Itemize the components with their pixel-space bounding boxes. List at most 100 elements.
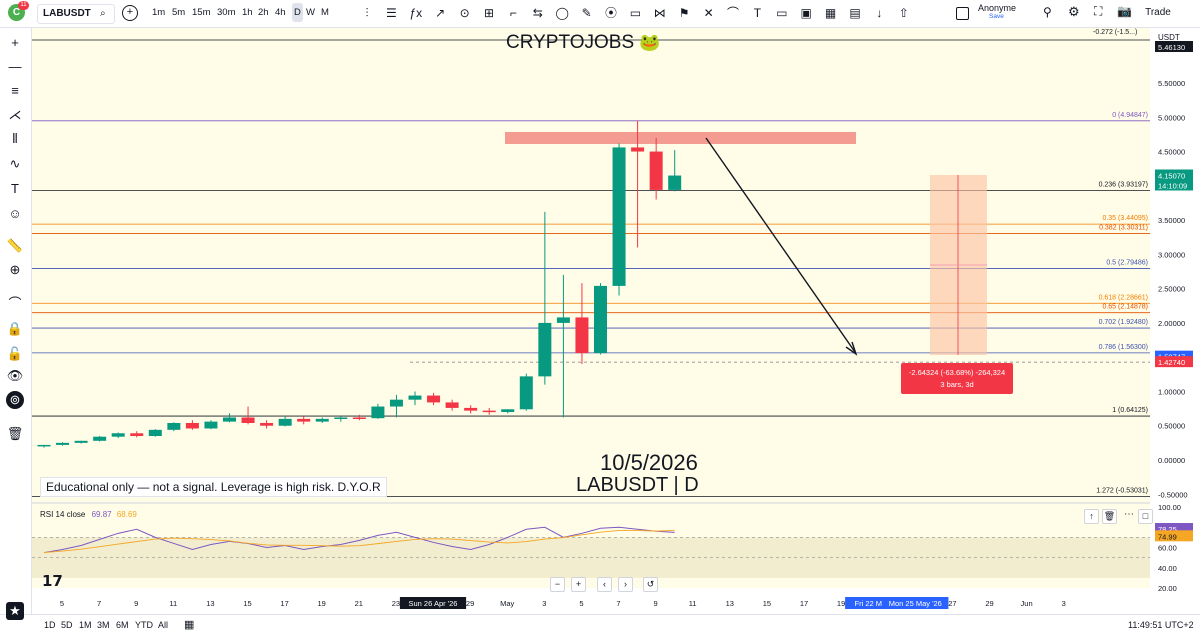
trash-icon[interactable]: 🗑 (6, 426, 24, 441)
ruler-icon[interactable]: 📏 (6, 238, 24, 253)
fib-tool-icon[interactable]: ⫴ (12, 131, 18, 146)
pen-icon[interactable]: ✎ (581, 6, 592, 20)
candle[interactable] (241, 406, 255, 425)
candle[interactable] (204, 420, 218, 430)
curve-icon[interactable]: ⌒ (726, 6, 739, 20)
candle[interactable] (185, 420, 199, 430)
candle[interactable] (93, 436, 107, 442)
measure-box[interactable]: -2.64324 (-63.68%) -264,324 3 bars, 3d (901, 363, 1013, 394)
zoom-in-button[interactable]: + (571, 577, 586, 592)
candle[interactable] (538, 211, 552, 385)
resistance-zone[interactable] (505, 132, 856, 144)
candle[interactable] (464, 405, 478, 414)
candle[interactable] (501, 409, 515, 414)
path-icon[interactable]: ⇆ (532, 6, 543, 20)
symbol-search[interactable]: LABUSDT ⌕ (37, 4, 115, 24)
candle[interactable] (594, 283, 607, 355)
candle[interactable] (37, 444, 51, 448)
candle[interactable] (556, 274, 570, 418)
replay-icon[interactable]: ⊙ (459, 6, 470, 20)
pane-delete-icon[interactable]: 🗑 (1102, 509, 1117, 524)
trade-button[interactable]: Trade (1145, 7, 1171, 18)
candle[interactable] (427, 392, 441, 406)
settings-icon[interactable]: ⚙ (1068, 4, 1080, 19)
candle[interactable] (223, 413, 236, 423)
timeframe-4h[interactable]: 4h (275, 7, 286, 18)
timeframe-15m[interactable]: 15m (192, 7, 211, 18)
clock-text[interactable]: 11:49:51 UTC+2 (1128, 620, 1194, 630)
pane-more-icon[interactable]: ⋯ (1124, 509, 1134, 520)
candle[interactable] (668, 150, 682, 192)
favorite-star-icon[interactable]: ★ (6, 602, 24, 620)
magnet-icon[interactable]: ⌒ (8, 296, 22, 311)
candle[interactable] (260, 420, 274, 429)
projection-arrow[interactable] (705, 137, 856, 353)
candle[interactable] (631, 120, 645, 248)
timeframe-W[interactable]: W (306, 7, 315, 18)
currency-selector[interactable]: USDT (1158, 33, 1180, 42)
candle[interactable] (612, 143, 626, 296)
zoom-in-icon[interactable]: ⊕ (9, 262, 21, 277)
candle[interactable] (315, 417, 329, 423)
candle[interactable] (130, 431, 144, 438)
range-6m[interactable]: 6M (116, 620, 129, 630)
candle[interactable] (111, 432, 125, 439)
bars-icon[interactable]: ☰ (386, 6, 397, 20)
candle[interactable] (371, 403, 385, 419)
candle[interactable] (74, 440, 88, 444)
scroll-left-button[interactable]: ‹ (597, 577, 612, 592)
scroll-right-button[interactable]: › (618, 577, 633, 592)
layout-name[interactable]: Anonyme (978, 3, 1017, 13)
pane-up-icon[interactable]: ↑ (1084, 509, 1099, 524)
layers-icon[interactable]: ⊚ (6, 391, 24, 409)
candle[interactable] (445, 399, 459, 411)
arrow-up-icon[interactable]: ⇧ (898, 6, 909, 20)
candle[interactable] (389, 394, 403, 418)
flag-icon[interactable]: ⚑ (678, 6, 690, 20)
candle[interactable] (482, 407, 496, 415)
pattern-icon[interactable]: ⋈ (653, 6, 666, 20)
range-3m[interactable]: 3M (97, 620, 110, 630)
candle[interactable] (56, 442, 70, 446)
brush-icon[interactable]: ⦿ (604, 6, 617, 20)
pitchfork-icon[interactable]: ⋌ (8, 107, 22, 122)
zoom-icon[interactable]: ⚲ (1043, 5, 1052, 19)
camera-icon[interactable]: 📷 (1117, 4, 1132, 18)
timeframe-5m[interactable]: 5m (172, 7, 186, 18)
lock-drawing-icon[interactable]: 🔒 (6, 321, 24, 336)
fib-icon[interactable]: ⌐ (509, 6, 517, 20)
range-5d[interactable]: 5D (61, 620, 73, 630)
candle[interactable] (408, 391, 422, 406)
candle[interactable] (148, 429, 162, 437)
text-icon[interactable]: T (753, 6, 762, 20)
candle[interactable] (575, 283, 589, 365)
eye-icon[interactable]: 👁 (6, 368, 24, 383)
brush-tool-icon[interactable]: ∿ (9, 156, 21, 171)
candle[interactable] (649, 137, 663, 200)
rect-icon[interactable]: ▭ (629, 6, 642, 20)
pane-maximize-icon[interactable]: □ (1138, 509, 1153, 524)
candle[interactable] (352, 414, 366, 421)
range-1m[interactable]: 1M (79, 620, 92, 630)
time-axis[interactable] (32, 595, 1150, 613)
lock-icon[interactable]: 🔓 (6, 346, 24, 361)
circle-icon[interactable]: ◯ (555, 6, 569, 20)
timeframe-1h[interactable]: 1h (242, 7, 253, 18)
chart-canvas[interactable]: 5.500005.000004.500004.000003.500003.000… (0, 0, 1200, 614)
emoji-icon[interactable]: ☺ (8, 206, 22, 221)
candle[interactable] (297, 416, 311, 425)
x-icon[interactable]: ✕ (703, 6, 714, 20)
candle[interactable] (278, 416, 292, 427)
rsi-legend[interactable]: RSI 14 close 69.87 68.69 (40, 510, 137, 519)
alert-icon[interactable]: ↗ (435, 6, 446, 20)
timeframe-30m[interactable]: 30m (217, 7, 236, 18)
note-icon[interactable]: ▭ (776, 6, 788, 20)
layout-checkbox[interactable] (956, 7, 969, 20)
crosshair-icon[interactable]: + (11, 35, 19, 50)
timeframe-M[interactable]: M (321, 7, 329, 18)
timeframe-2h[interactable]: 2h (258, 7, 269, 18)
timeframe-D[interactable]: D (292, 3, 303, 22)
channel-icon[interactable]: ≡ (11, 83, 19, 98)
fx-icon[interactable]: ƒx (409, 6, 423, 20)
text-tool-icon[interactable]: T (11, 181, 19, 196)
